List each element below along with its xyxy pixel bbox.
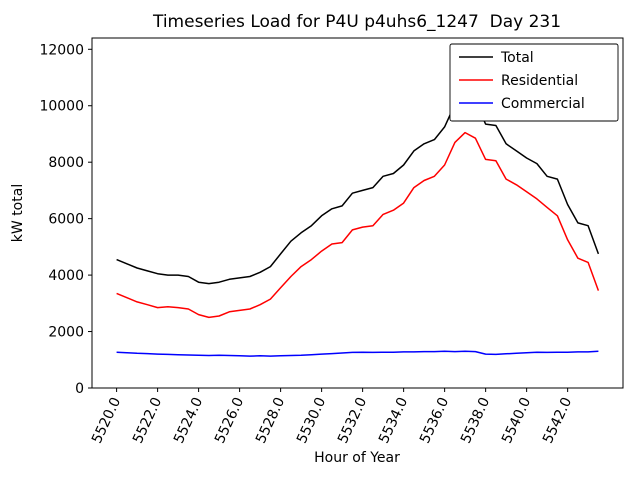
- x-tick-label: 5536.0: [417, 395, 452, 446]
- legend-label-total: Total: [500, 50, 534, 66]
- y-tick-label: 6000: [48, 212, 84, 228]
- x-tick-label: 5530.0: [294, 395, 329, 446]
- x-axis-label: Hour of Year: [314, 450, 400, 466]
- series-line-residential: [116, 131, 600, 319]
- y-tick-label: 0: [75, 381, 84, 397]
- x-tick-label: 5522.0: [130, 395, 165, 446]
- axes-frame: [91, 37, 624, 389]
- series-line-commercial: [116, 350, 599, 357]
- x-tick-label: 5528.0: [253, 395, 288, 446]
- legend: Total Residential Commercial: [449, 43, 619, 122]
- x-tick-label: 5524.0: [171, 395, 206, 446]
- legend-label-commercial: Commercial: [501, 96, 585, 112]
- y-tick-label: 12000: [39, 42, 84, 58]
- legend-box: [449, 43, 619, 122]
- x-tick-label: 5538.0: [458, 395, 493, 446]
- y-tick-label: 10000: [39, 99, 84, 115]
- chart-title: Timeseries Load for P4U p4uhs6_1247 Day …: [152, 12, 561, 32]
- y-tick-label: 2000: [48, 325, 84, 341]
- x-tick-label: 5526.0: [212, 395, 247, 446]
- x-tick-label: 5540.0: [499, 395, 534, 446]
- y-axis-label: kW total: [10, 184, 26, 242]
- x-tick-label: 5532.0: [335, 395, 370, 446]
- x-tick-label: 5534.0: [376, 395, 411, 446]
- legend-label-residential: Residential: [501, 73, 578, 89]
- y-tick-label: 8000: [48, 155, 84, 171]
- x-tick-label: 5542.0: [540, 395, 575, 446]
- x-tick-label: 5520.0: [89, 395, 124, 446]
- series-line-total: [116, 96, 600, 285]
- y-tick-label: 4000: [48, 268, 84, 284]
